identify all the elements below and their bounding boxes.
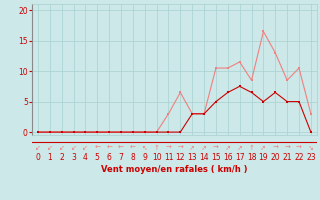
Text: 21: 21 bbox=[282, 153, 292, 162]
Text: ↗: ↗ bbox=[260, 145, 266, 151]
Text: 7: 7 bbox=[119, 153, 124, 162]
Text: →: → bbox=[272, 145, 278, 151]
Text: ↗: ↗ bbox=[225, 145, 231, 151]
Text: Vent moyen/en rafales ( km/h ): Vent moyen/en rafales ( km/h ) bbox=[101, 165, 248, 174]
Text: →: → bbox=[296, 145, 302, 151]
Text: ↘: ↘ bbox=[308, 145, 314, 151]
Text: 22: 22 bbox=[294, 153, 304, 162]
Text: 5: 5 bbox=[95, 153, 100, 162]
Text: ←: ← bbox=[106, 145, 112, 151]
Text: 1: 1 bbox=[47, 153, 52, 162]
Text: ←: ← bbox=[130, 145, 136, 151]
Text: 14: 14 bbox=[199, 153, 209, 162]
Text: ↙: ↙ bbox=[35, 145, 41, 151]
Text: 19: 19 bbox=[259, 153, 268, 162]
Text: 15: 15 bbox=[211, 153, 221, 162]
Text: 17: 17 bbox=[235, 153, 244, 162]
Text: ↑: ↑ bbox=[249, 145, 254, 151]
Text: ←: ← bbox=[118, 145, 124, 151]
Text: 11: 11 bbox=[164, 153, 173, 162]
Text: 16: 16 bbox=[223, 153, 233, 162]
Text: 4: 4 bbox=[83, 153, 88, 162]
Text: ↖: ↖ bbox=[142, 145, 148, 151]
Text: 10: 10 bbox=[152, 153, 161, 162]
Text: 23: 23 bbox=[306, 153, 316, 162]
Text: 13: 13 bbox=[188, 153, 197, 162]
Text: ↙: ↙ bbox=[83, 145, 88, 151]
Text: 9: 9 bbox=[142, 153, 147, 162]
Text: ←: ← bbox=[94, 145, 100, 151]
Text: 2: 2 bbox=[59, 153, 64, 162]
Text: →: → bbox=[213, 145, 219, 151]
Text: 8: 8 bbox=[131, 153, 135, 162]
Text: 6: 6 bbox=[107, 153, 112, 162]
Text: ↑: ↑ bbox=[154, 145, 160, 151]
Text: ↙: ↙ bbox=[59, 145, 65, 151]
Text: 0: 0 bbox=[36, 153, 40, 162]
Text: 12: 12 bbox=[176, 153, 185, 162]
Text: ↗: ↗ bbox=[189, 145, 195, 151]
Text: ↙: ↙ bbox=[71, 145, 76, 151]
Text: →: → bbox=[165, 145, 172, 151]
Text: 20: 20 bbox=[270, 153, 280, 162]
Text: →: → bbox=[177, 145, 183, 151]
Text: ↗: ↗ bbox=[237, 145, 243, 151]
Text: →: → bbox=[284, 145, 290, 151]
Text: 3: 3 bbox=[71, 153, 76, 162]
Text: 18: 18 bbox=[247, 153, 256, 162]
Text: ↙: ↙ bbox=[47, 145, 53, 151]
Text: ↗: ↗ bbox=[201, 145, 207, 151]
